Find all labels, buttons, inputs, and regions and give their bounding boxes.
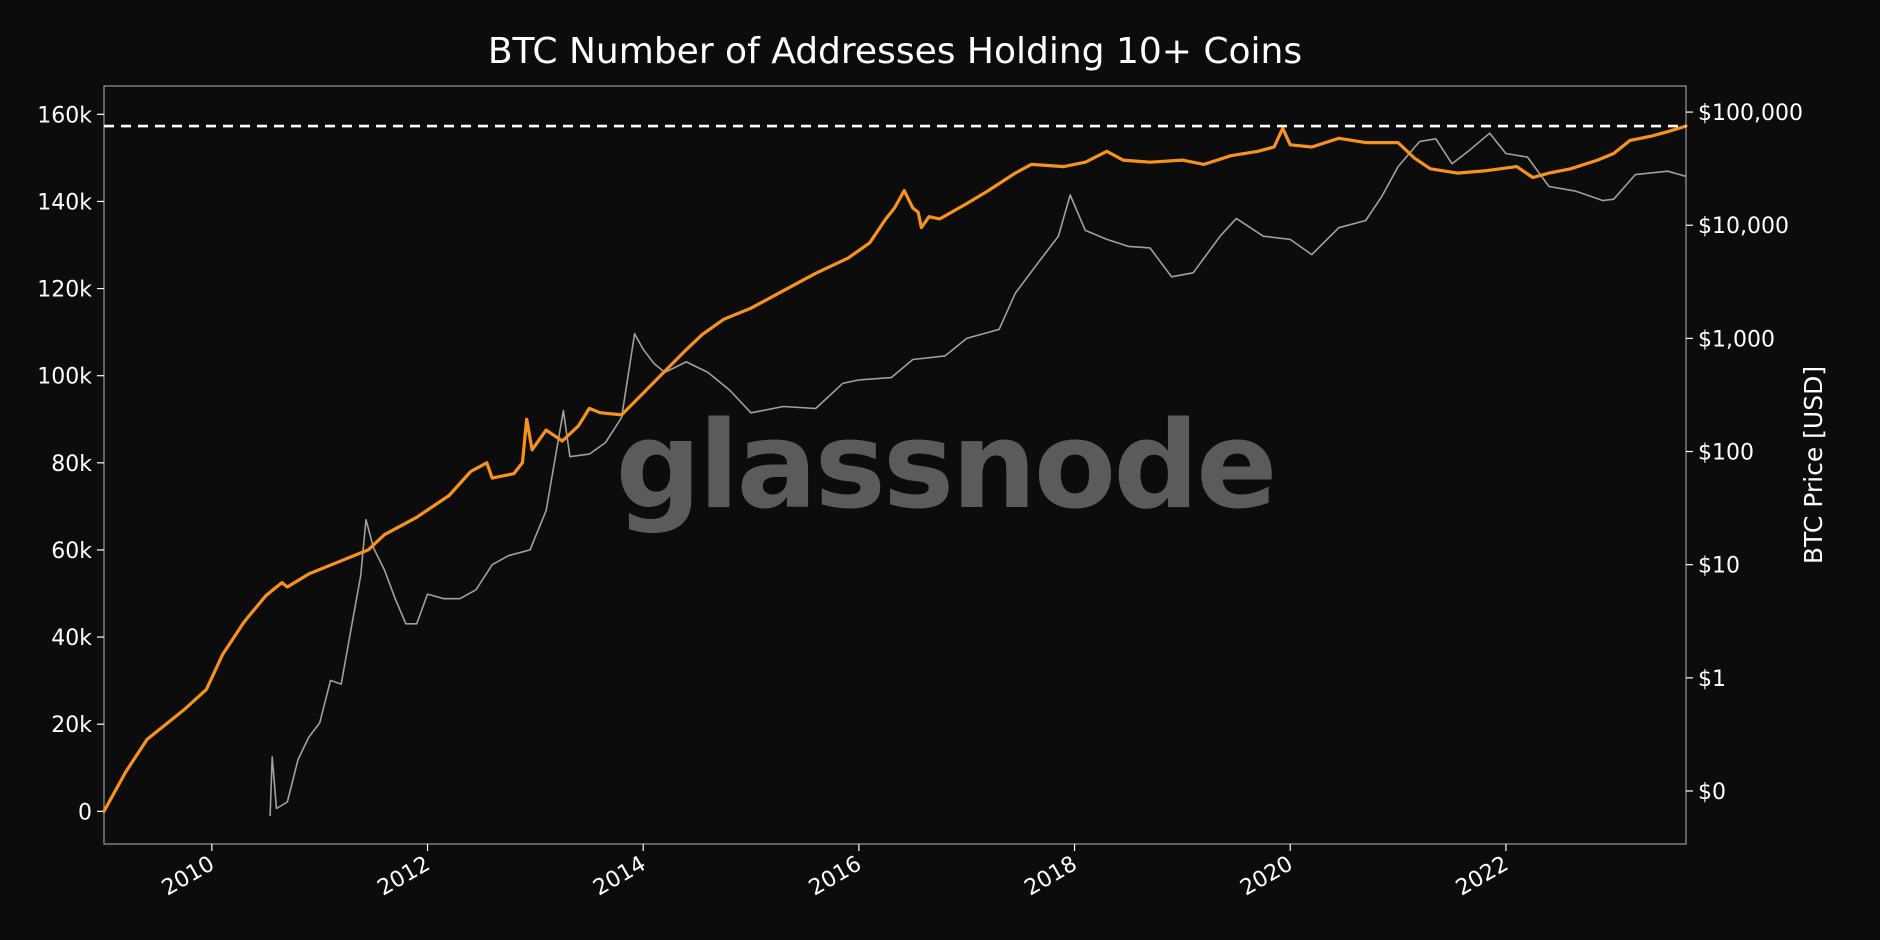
y-right-tick-label: $10,000 <box>1698 214 1789 239</box>
y-right-tick-label: $1 <box>1698 667 1726 692</box>
y-left-tick-label: 0 <box>78 800 92 825</box>
right-axis-title: BTC Price [USD] <box>1799 366 1828 564</box>
y-left-tick-label: 40k <box>51 626 92 651</box>
y-left-tick-label: 80k <box>51 452 92 477</box>
addresses-line <box>102 124 1688 813</box>
right-axis: $0 $1 $10 $100 $1,000 $10,000 $100,000 <box>1686 101 1803 805</box>
y-right-tick-label: $1,000 <box>1698 327 1775 352</box>
y-left-tick-label: 140k <box>37 190 92 215</box>
y-right-tick-label: $100 <box>1698 441 1754 466</box>
chart-title: BTC Number of Addresses Holding 10+ Coin… <box>488 31 1302 72</box>
y-right-tick-label: $10 <box>1698 554 1740 579</box>
y-left-tick-label: 60k <box>51 539 92 564</box>
plot-area: glassnode <box>103 85 1687 845</box>
price-line <box>269 132 1687 817</box>
plot-frame <box>103 85 1687 845</box>
y-left-tick-label: 100k <box>37 365 92 390</box>
watermark: glassnode <box>615 397 1274 536</box>
left-axis: 0 20k 40k 60k 80k 100k 120k 140k 160k <box>37 103 104 825</box>
y-left-tick-label: 20k <box>51 713 92 738</box>
y-left-tick-label: 160k <box>37 103 92 128</box>
y-right-tick-label: $100,000 <box>1698 101 1803 126</box>
series-layer <box>102 124 1688 817</box>
y-left-tick-label: 120k <box>37 278 92 303</box>
y-right-tick-label: $0 <box>1698 780 1726 805</box>
